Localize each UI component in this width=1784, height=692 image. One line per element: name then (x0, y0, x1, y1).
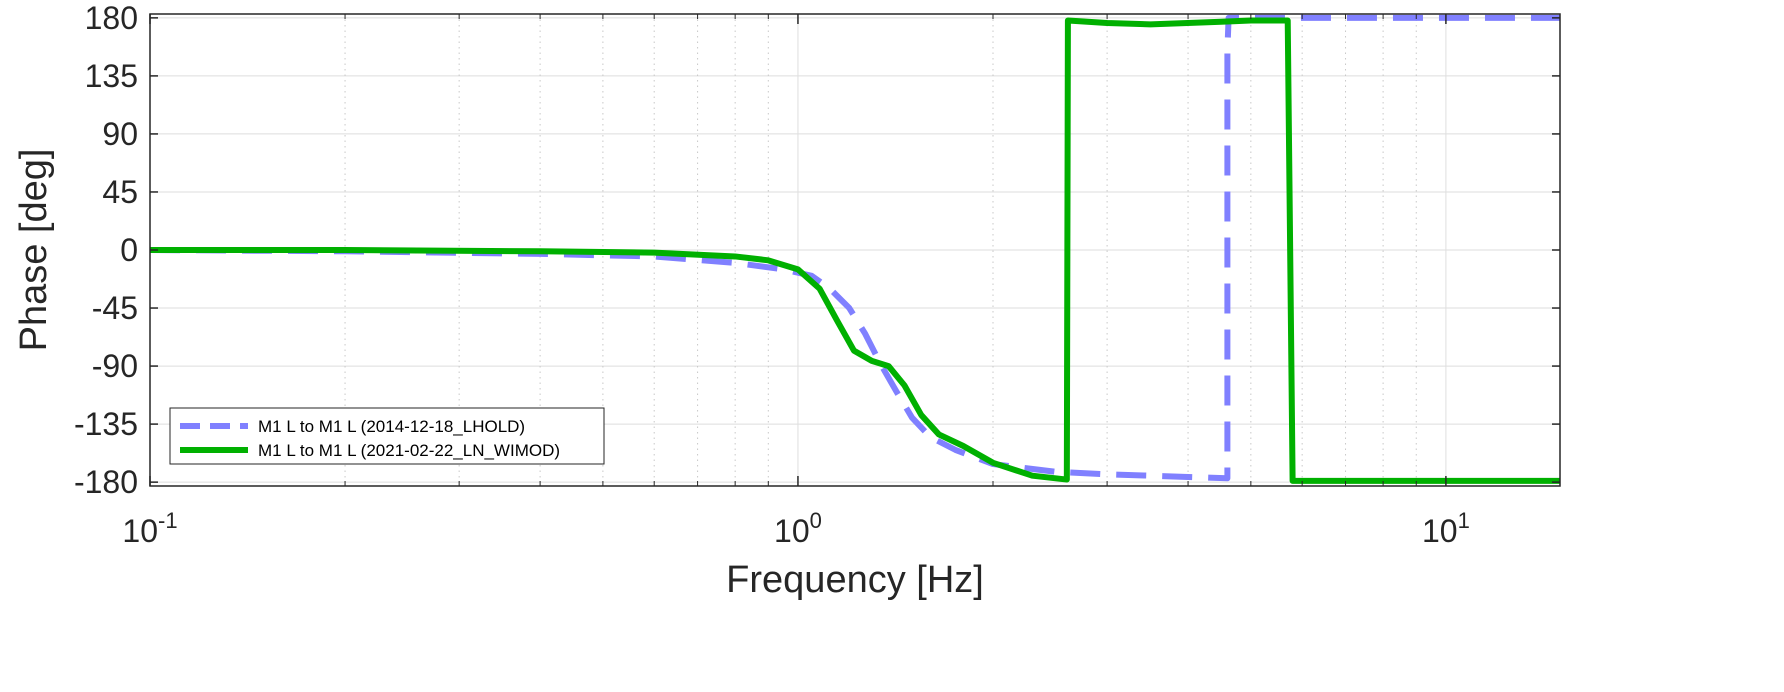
y-tick-label: -90 (92, 348, 138, 384)
x-axis-title: Frequency [Hz] (726, 559, 984, 601)
y-tick-label: 90 (102, 116, 138, 152)
y-tick-label: -180 (74, 464, 138, 500)
y-tick-label: 135 (85, 58, 138, 94)
y-tick-label: 0 (120, 232, 138, 268)
y-tick-label: 180 (85, 0, 138, 36)
legend-label-series-1: M1 L to M1 L (2014-12-18_LHOLD) (258, 417, 525, 436)
x-tick-label: 101 (1422, 508, 1470, 549)
x-tick-label: 10-1 (122, 508, 177, 549)
y-tick-label: 45 (102, 174, 138, 210)
legend-label-series-2: M1 L to M1 L (2021-02-22_LN_WIMOD) (258, 441, 560, 460)
y-tick-label: -135 (74, 406, 138, 442)
axes (149, 13, 1561, 487)
legend: M1 L to M1 L (2014-12-18_LHOLD) M1 L to … (169, 407, 605, 465)
y-tick-label: -45 (92, 290, 138, 326)
tick-labels: 180 135 90 45 0 -45 -90 -135 -180 10-1 100 101 (74, 0, 1470, 549)
x-tick-label: 100 (774, 508, 822, 549)
legend-box (169, 407, 605, 465)
series-line-2 (150, 17, 1560, 484)
series-layer (149, 14, 1560, 484)
series-line-1 (149, 14, 1560, 482)
y-axis-title: Phase [deg] (13, 149, 55, 352)
